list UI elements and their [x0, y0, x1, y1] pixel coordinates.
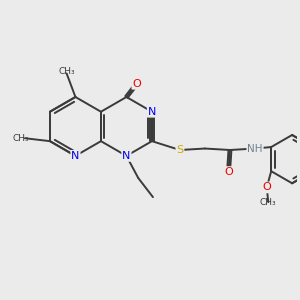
Text: O: O: [224, 167, 233, 177]
Text: NH: NH: [247, 143, 263, 154]
Text: N: N: [148, 107, 156, 117]
Text: O: O: [262, 182, 271, 192]
Text: N: N: [71, 151, 80, 161]
Text: CH₃: CH₃: [58, 68, 75, 76]
Text: CH₃: CH₃: [260, 198, 277, 207]
Text: S: S: [176, 145, 184, 155]
Text: N: N: [122, 151, 130, 161]
Text: CH₃: CH₃: [12, 134, 29, 143]
Text: O: O: [132, 79, 141, 89]
